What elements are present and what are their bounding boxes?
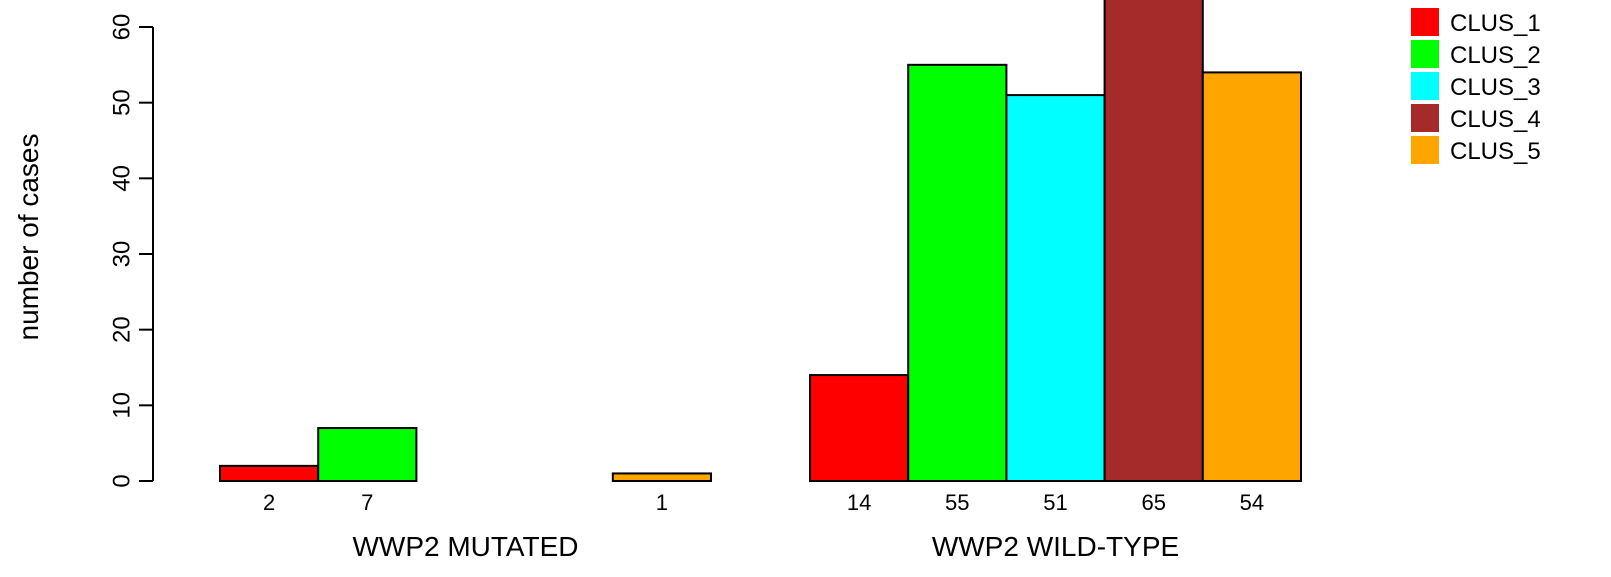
bar-value-label: 14 — [847, 490, 871, 515]
bar-clus-1 — [219, 464, 320, 483]
bar-clus-2 — [317, 427, 418, 482]
bar-value-label: 65 — [1141, 490, 1165, 515]
legend-label: CLUS_2 — [1450, 42, 1541, 69]
group-labels: WWP2 MUTATED WWP2 WILD-TYPE — [352, 531, 1179, 562]
legend-swatch — [1411, 40, 1439, 68]
legend-swatch — [1411, 136, 1439, 164]
group-label: WWP2 WILD-TYPE — [932, 531, 1179, 562]
bars — [219, 0, 1303, 483]
bar-value-label: 7 — [361, 490, 373, 515]
y-axis-title: number of cases — [13, 134, 44, 341]
bar-value-label: 55 — [945, 490, 969, 515]
y-axis: 0 10 20 30 40 50 60 — [108, 14, 154, 488]
y-tick-label: 10 — [108, 392, 135, 419]
value-labels: 2 7 1 14 55 51 65 54 — [263, 490, 1264, 515]
legend-label: CLUS_4 — [1450, 106, 1541, 133]
bar-value-label: 1 — [656, 490, 668, 515]
y-tick-label: 60 — [108, 14, 135, 41]
legend: CLUS_1 CLUS_2 CLUS_3 CLUS_4 CLUS_5 — [1411, 8, 1541, 165]
y-tick-label: 0 — [108, 474, 135, 487]
y-tick-label: 20 — [108, 316, 135, 343]
legend-label: CLUS_5 — [1450, 138, 1541, 165]
legend-swatch — [1411, 72, 1439, 100]
group-label: WWP2 MUTATED — [352, 531, 578, 562]
y-tick-label: 50 — [108, 89, 135, 116]
bar-clus-1 — [809, 374, 910, 483]
legend-swatch — [1411, 104, 1439, 132]
bar-clus-5 — [611, 472, 712, 482]
legend-swatch — [1411, 8, 1439, 36]
bar-clus-4 — [1103, 0, 1204, 483]
bar-value-label: 51 — [1043, 490, 1067, 515]
bar-clus-5 — [1201, 71, 1303, 483]
bar-value-label: 2 — [263, 490, 275, 515]
bar-value-label: 54 — [1240, 490, 1264, 515]
y-tick-label: 30 — [108, 241, 135, 268]
legend-label: CLUS_1 — [1450, 10, 1541, 37]
legend-label: CLUS_3 — [1450, 74, 1541, 101]
bar-clus-2 — [907, 63, 1008, 482]
y-tick-label: 40 — [108, 165, 135, 192]
bar-clus-3 — [1005, 94, 1106, 482]
